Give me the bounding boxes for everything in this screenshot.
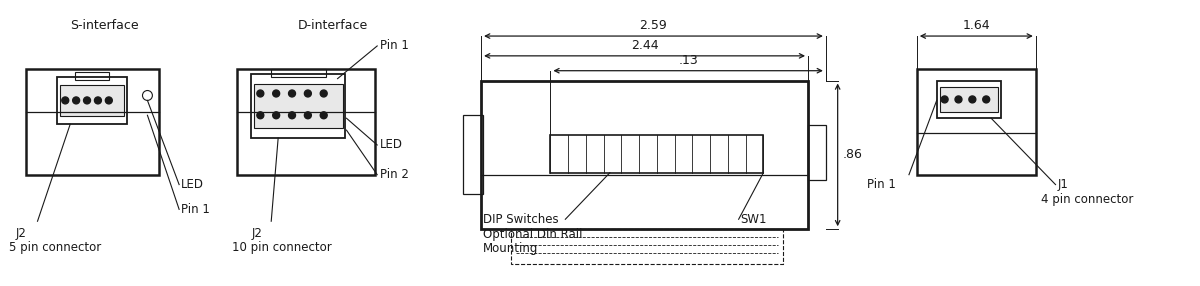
Bar xyxy=(76,72,109,80)
Circle shape xyxy=(84,97,90,104)
Circle shape xyxy=(983,96,990,103)
Circle shape xyxy=(305,90,311,97)
Text: J1: J1 xyxy=(1057,178,1068,191)
Bar xyxy=(60,85,124,116)
Circle shape xyxy=(257,90,264,97)
Circle shape xyxy=(320,112,328,119)
Text: .86: .86 xyxy=(842,148,863,161)
Circle shape xyxy=(272,90,280,97)
Circle shape xyxy=(320,90,328,97)
Text: Pin 2: Pin 2 xyxy=(380,168,409,181)
Text: 2.44: 2.44 xyxy=(631,39,659,52)
Circle shape xyxy=(73,97,79,104)
Text: 1.64: 1.64 xyxy=(962,19,990,32)
Text: J2: J2 xyxy=(16,227,26,240)
Text: LED: LED xyxy=(380,138,403,152)
Text: DIP Switches: DIP Switches xyxy=(484,213,559,226)
Bar xyxy=(481,81,808,229)
Bar xyxy=(236,69,376,175)
Text: Pin 1: Pin 1 xyxy=(181,203,210,216)
Text: SW1: SW1 xyxy=(740,213,767,226)
Circle shape xyxy=(95,97,101,104)
Bar xyxy=(937,81,1001,118)
Text: 10 pin connector: 10 pin connector xyxy=(232,241,331,254)
Bar xyxy=(58,77,127,124)
Circle shape xyxy=(106,97,113,104)
Text: Pin 1: Pin 1 xyxy=(380,39,409,52)
Text: Optional Din Rail: Optional Din Rail xyxy=(484,228,583,241)
Bar xyxy=(551,135,763,173)
Text: S-interface: S-interface xyxy=(71,19,139,32)
Bar xyxy=(254,84,342,128)
Bar xyxy=(917,69,1036,175)
Circle shape xyxy=(61,97,68,104)
Bar xyxy=(940,87,998,112)
Circle shape xyxy=(941,96,948,103)
Bar xyxy=(252,74,346,138)
Circle shape xyxy=(288,90,295,97)
Bar xyxy=(271,69,325,77)
Bar xyxy=(463,115,484,194)
Circle shape xyxy=(257,112,264,119)
Text: J2: J2 xyxy=(252,227,263,240)
Bar xyxy=(511,229,784,264)
Text: D-interface: D-interface xyxy=(298,19,367,32)
Text: Pin 1: Pin 1 xyxy=(868,178,896,191)
Circle shape xyxy=(955,96,962,103)
Bar xyxy=(25,69,160,175)
Text: LED: LED xyxy=(181,178,204,191)
Circle shape xyxy=(272,112,280,119)
Text: 4 pin connector: 4 pin connector xyxy=(1040,193,1133,206)
Text: 2.59: 2.59 xyxy=(640,19,667,32)
Text: .13: .13 xyxy=(678,54,698,67)
Circle shape xyxy=(968,96,976,103)
Circle shape xyxy=(288,112,295,119)
Bar xyxy=(808,125,826,180)
Text: 5 pin connector: 5 pin connector xyxy=(8,241,101,254)
Text: Mounting: Mounting xyxy=(484,243,539,255)
Circle shape xyxy=(305,112,311,119)
